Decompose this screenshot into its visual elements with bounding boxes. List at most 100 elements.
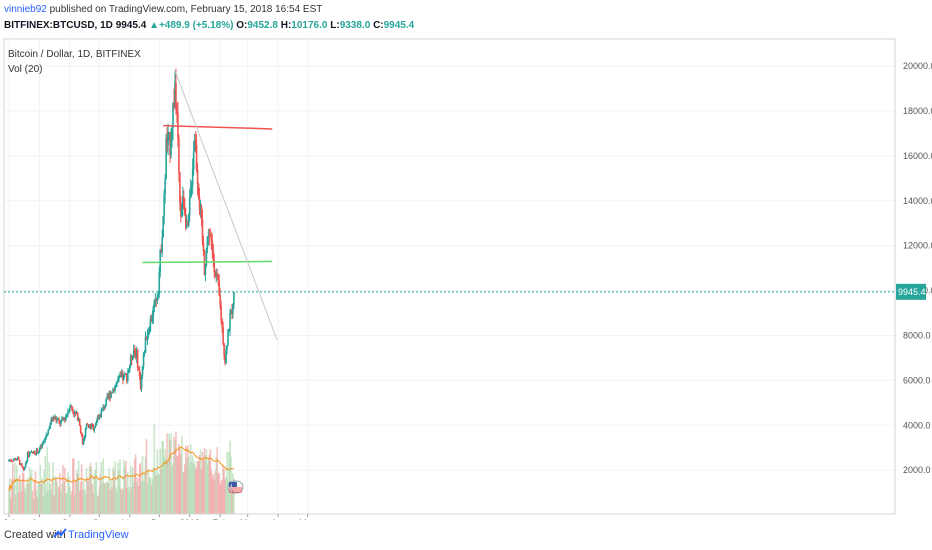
- candle-body: [214, 272, 217, 277]
- volume-bar: [74, 481, 77, 514]
- tradingview-brand-link[interactable]: TradingView: [68, 529, 129, 541]
- candle-body: [75, 412, 78, 414]
- candle-body: [112, 388, 114, 393]
- candle-body: [161, 236, 163, 253]
- price-axis[interactable]: 2000.04000.06000.08000.010000.012000.014…: [894, 39, 932, 514]
- candle-body: [54, 417, 56, 420]
- candle-body: [171, 128, 173, 141]
- volume-bar: [162, 440, 164, 514]
- candle-body: [213, 260, 216, 273]
- candle-body: [77, 418, 80, 421]
- candle-body: [127, 372, 129, 381]
- candle-body: [109, 393, 111, 398]
- volume-bar: [144, 456, 147, 514]
- volume-bar: [80, 464, 83, 514]
- candle-body: [65, 416, 67, 420]
- candle-body: [183, 196, 185, 209]
- candle-body: [159, 249, 162, 273]
- volume-bar: [55, 477, 57, 514]
- volume-bar: [164, 448, 166, 514]
- candle-body: [55, 417, 57, 421]
- volume-bar: [146, 484, 149, 514]
- event-icons[interactable]: [227, 480, 244, 494]
- volume-bar: [101, 483, 104, 514]
- candle-body: [116, 381, 118, 385]
- candle-body: [208, 236, 211, 238]
- trend-line[interactable]: [174, 70, 278, 341]
- candle-body: [122, 373, 124, 381]
- volume-bar: [174, 440, 176, 514]
- close-label: C:: [373, 20, 384, 31]
- candle-body: [216, 273, 219, 276]
- x-tick-label: Dec: [151, 518, 168, 520]
- volume-bar: [207, 459, 210, 514]
- volume-bar: [198, 455, 201, 514]
- candle-body: [162, 216, 164, 237]
- candle-body: [70, 405, 72, 408]
- candle-body: [12, 460, 14, 462]
- candle-body: [224, 354, 226, 364]
- volume-bar: [159, 448, 162, 514]
- candle-body: [149, 318, 152, 332]
- volume-bar: [41, 478, 44, 514]
- candle-body: [190, 185, 193, 188]
- us-flag-event-icon[interactable]: [230, 480, 244, 494]
- y-tick-label: 20000.0: [903, 61, 932, 71]
- volume-bar: [34, 471, 37, 514]
- candle-body: [81, 435, 84, 444]
- support-line[interactable]: [142, 260, 273, 264]
- volume-bar: [94, 469, 97, 514]
- last-price-label: 9945.4: [898, 287, 926, 297]
- volume-bar: [148, 477, 151, 514]
- candle-body: [27, 452, 30, 456]
- volume-bar: [60, 491, 62, 514]
- candle-body: [141, 366, 144, 376]
- drawings[interactable]: [142, 70, 278, 341]
- volume-bar: [152, 467, 155, 514]
- y-tick-label: 8000.0: [903, 331, 931, 341]
- candle-body: [52, 416, 54, 421]
- candle-body: [165, 138, 167, 180]
- candle-body: [153, 300, 156, 307]
- volume-bar: [29, 475, 32, 514]
- candle-body: [22, 468, 25, 470]
- y-tick-label: 4000.0: [903, 420, 931, 430]
- volume-bar: [113, 470, 115, 514]
- volume-bar: [99, 474, 102, 514]
- candle-body: [155, 298, 158, 301]
- candle-body: [220, 306, 222, 321]
- volume-bar: [28, 466, 31, 514]
- candle-body: [206, 236, 209, 249]
- candle-body: [32, 451, 35, 454]
- volume-bar: [127, 472, 129, 514]
- candle-body: [10, 459, 12, 461]
- author-link[interactable]: vinnieb92: [4, 4, 47, 15]
- candle-body: [130, 355, 133, 360]
- price-chart[interactable]: 2000.04000.06000.08000.010000.012000.014…: [0, 0, 932, 520]
- candle-body: [174, 82, 176, 105]
- volume-bar: [168, 433, 170, 514]
- time-axis[interactable]: Jul Aug Sep Oct Nov Dec 2018 Feb Mar Apr May: [3, 513, 895, 520]
- volume-bar: [30, 469, 33, 514]
- volume-bar: [211, 476, 214, 514]
- candle-body: [147, 331, 150, 336]
- open-label: O:: [236, 20, 248, 31]
- volume-bar: [59, 473, 61, 514]
- volume-bar: [9, 478, 11, 514]
- candle-body: [123, 374, 125, 381]
- candle-body: [106, 396, 108, 399]
- volume-bars: [8, 424, 235, 514]
- volume-bar: [141, 456, 144, 514]
- volume-bar: [180, 454, 182, 514]
- candle-body: [211, 241, 214, 250]
- volume-bar: [181, 435, 183, 514]
- x-tick-label: Sep: [62, 518, 78, 520]
- candle-body: [86, 423, 89, 425]
- volume-bar: [226, 451, 228, 514]
- volume-bar: [160, 468, 163, 514]
- volume-bar: [86, 478, 89, 514]
- resistance-line[interactable]: [163, 124, 273, 130]
- volume-bar: [93, 473, 96, 514]
- open-value: 9452.8: [247, 20, 278, 31]
- candle-body: [44, 437, 47, 441]
